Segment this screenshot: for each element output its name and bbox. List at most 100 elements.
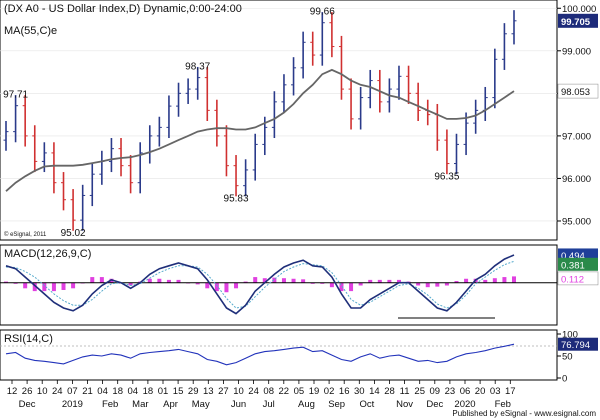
macd-value-box [558, 257, 598, 271]
macd-hist-bar [444, 282, 449, 286]
macd-hist-bar [262, 278, 267, 283]
x-month-label: Feb [102, 399, 118, 410]
x-month-label: 2019 [62, 399, 83, 410]
x-day-label: 05 [294, 386, 305, 397]
rsi-value-label: 76.794 [561, 340, 590, 351]
rsi-panel: RSI(14,C) [0, 329, 558, 381]
price-annotation: 95.02 [61, 228, 86, 239]
macd-value-label: 0.494 [561, 251, 585, 262]
macd-hist-bar [492, 278, 497, 283]
rsi-axis: 100 50 0 76.794 [557, 330, 598, 385]
x-day-label: 10 [37, 386, 48, 397]
x-day-label: 11 [400, 386, 410, 397]
x-day-label: 12 [7, 386, 18, 397]
x-day-label: 17 [505, 386, 516, 397]
x-day-label: 25 [414, 386, 425, 397]
macd-hist-bar [425, 282, 430, 288]
macd-hist-bar [358, 282, 363, 286]
rsi-value-box [558, 337, 598, 351]
x-day-label: 22 [279, 386, 290, 397]
macd-hist-bar [23, 282, 28, 289]
macd-hist-bar [368, 279, 373, 283]
x-month-label: Jun [231, 399, 246, 410]
macd-line [5, 254, 515, 315]
macd-hist-bar [387, 279, 392, 283]
price-annotation: 96.35 [434, 172, 459, 183]
rsi-line [5, 343, 515, 366]
x-day-label: 27 [218, 386, 229, 397]
macd-hist-bar [234, 282, 239, 289]
macd-hist-bar [90, 277, 95, 283]
macd-hist-bar [51, 282, 56, 292]
ma-value-box [557, 83, 599, 99]
macd-hist-bar [61, 282, 66, 290]
rsi-title: RSI(14,C) [4, 333, 53, 345]
rsi-tick-label: 0 [562, 374, 567, 385]
x-day-label: 24 [52, 386, 63, 397]
macd-hist-bar [483, 279, 488, 283]
x-month-label: Aug [298, 399, 315, 410]
x-day-label: 19 [309, 386, 320, 397]
price-tick-label: 95.000 [562, 216, 591, 227]
x-day-label: 18 [112, 386, 123, 397]
x-month-label: Nov [396, 399, 413, 410]
x-day-label: 26 [22, 386, 33, 397]
x-day-label: 04 [97, 386, 108, 397]
price-annotation: 99.66 [310, 7, 335, 18]
macd-hist-bar [377, 279, 382, 283]
macd-hist-bar [339, 282, 344, 292]
macd-value-box [557, 271, 599, 286]
macd-hist-bar [301, 279, 306, 283]
macd-hist-bar [310, 282, 315, 284]
x-month-label: 2020 [454, 399, 475, 410]
macd-hist-bar [454, 281, 459, 283]
macd-hist-bar [349, 282, 354, 292]
rsi-tick-label: 100 [562, 330, 578, 341]
macd-hist-bar [435, 282, 440, 287]
macd-hist-bar [464, 278, 469, 283]
macd-hist-bar [176, 279, 181, 283]
macd-panel: MACD(12,26,9,C) [0, 244, 558, 326]
ma-label: MA(55,C)e [4, 25, 57, 37]
macd-hist-bar [166, 279, 171, 283]
x-day-label: 29 [188, 386, 199, 397]
macd-hist-bar [195, 282, 200, 285]
x-day-label: 10 [233, 386, 244, 397]
x-day-label: 28 [384, 386, 395, 397]
x-day-label: 09 [430, 386, 441, 397]
ma-line [5, 68, 515, 192]
macd-value-label: 0.112 [561, 274, 584, 285]
macd-hist-bar [416, 282, 421, 286]
macd-hist-bar [502, 277, 507, 283]
macd-hist-bar [99, 277, 104, 283]
last-price-label: 99.705 [561, 17, 591, 28]
macd-hist-bar [42, 282, 47, 292]
macd-hist-bar [243, 281, 248, 283]
x-day-label: 15 [173, 386, 184, 397]
macd-hist-bar [224, 282, 229, 293]
x-day-label: 14 [369, 386, 380, 397]
x-month-label: May [192, 399, 210, 410]
macd-hist-bar [512, 276, 516, 283]
macd-hist-bar [291, 278, 296, 283]
macd-signal-line [5, 260, 515, 309]
x-day-label: 21 [82, 386, 93, 397]
price-annotation: 97.71 [3, 90, 28, 101]
x-day-label: 30 [354, 386, 365, 397]
macd-hist-bar [253, 277, 258, 283]
price-tick-label: 99.000 [562, 46, 591, 57]
x-month-label: Dec [426, 399, 443, 410]
x-month-label: Apr [163, 399, 178, 410]
last-price-box [558, 13, 598, 28]
macd-hist-bar [128, 282, 133, 286]
x-day-label: 20 [475, 386, 486, 397]
x-axis: 12 26 10 24 07 21 04 18 04 18 01 15 29 13 27 10 24 08 22 05… [7, 380, 516, 410]
ma-value-label: 98.053 [561, 87, 590, 98]
macd-hist-bar [329, 282, 334, 288]
macd-hist-bar [157, 278, 162, 283]
macd-hist-bar [13, 282, 18, 284]
macd-hist-bar [281, 278, 286, 283]
macd-hist-bar [32, 282, 37, 292]
